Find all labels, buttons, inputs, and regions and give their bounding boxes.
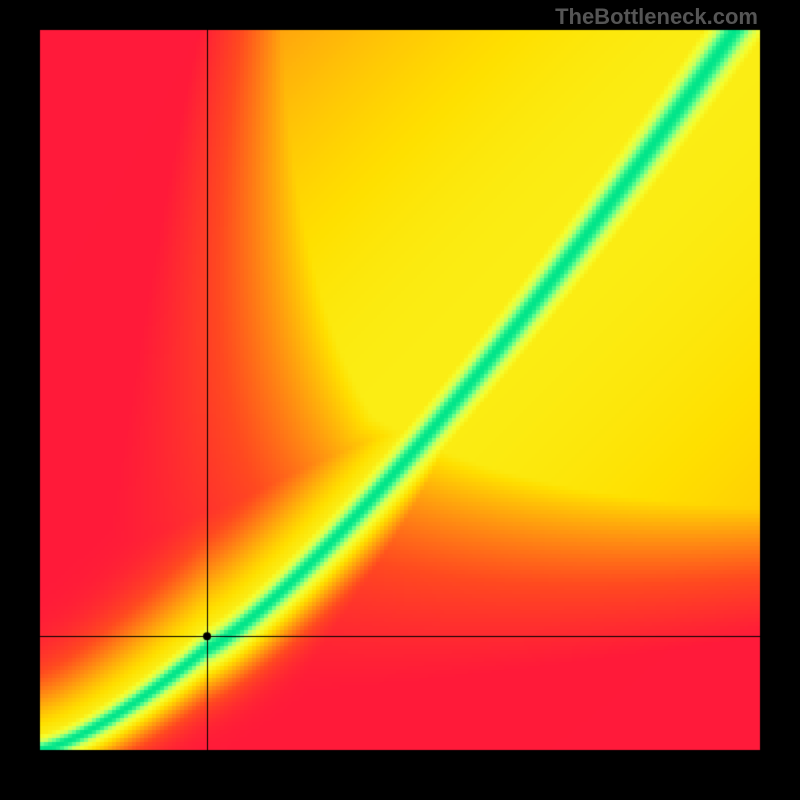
heatmap-canvas [0, 0, 800, 800]
watermark-text: TheBottleneck.com [555, 4, 758, 30]
